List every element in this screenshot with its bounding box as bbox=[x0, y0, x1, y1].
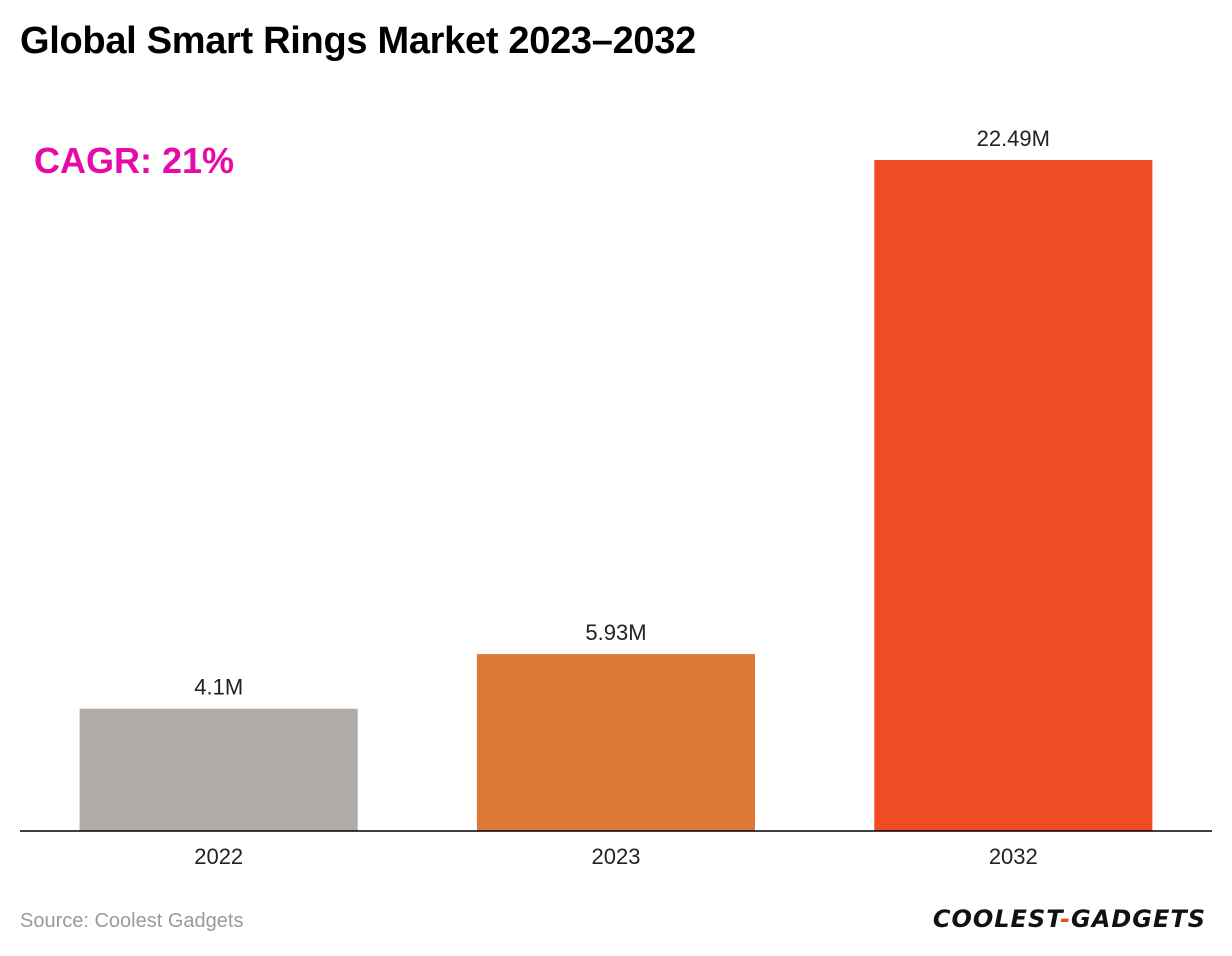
bar-2023 bbox=[476, 654, 755, 831]
bar-chart: 4.1M 5.93M 22.49M 2022 2023 2032 bbox=[20, 126, 1212, 869]
logo-separator: - bbox=[1060, 905, 1072, 933]
chart-title: Global Smart Rings Market 2023–2032 bbox=[20, 20, 696, 62]
value-label-2023: 5.93M bbox=[585, 620, 646, 645]
cagr-annotation: CAGR: 21% bbox=[34, 140, 235, 181]
logo-part-1: COOLEST bbox=[932, 905, 1061, 933]
x-tick-label-2032: 2032 bbox=[989, 844, 1038, 869]
value-labels-group: 4.1M 5.93M 22.49M bbox=[194, 126, 1050, 700]
source-note: Source: Coolest Gadgets bbox=[20, 910, 244, 932]
value-label-2032: 22.49M bbox=[977, 126, 1050, 151]
coolest-gadgets-logo: COOLEST-GADGETS bbox=[933, 905, 1206, 933]
bar-2032 bbox=[874, 160, 1153, 831]
bars-group bbox=[79, 160, 1153, 831]
bar-2022 bbox=[79, 708, 358, 831]
value-label-2022: 4.1M bbox=[194, 675, 243, 700]
x-tick-label-2022: 2022 bbox=[194, 844, 243, 869]
logo-part-2: GADGETS bbox=[1071, 905, 1206, 933]
x-tick-label-2023: 2023 bbox=[592, 844, 641, 869]
x-tick-labels-group: 2022 2023 2032 bbox=[194, 844, 1038, 869]
